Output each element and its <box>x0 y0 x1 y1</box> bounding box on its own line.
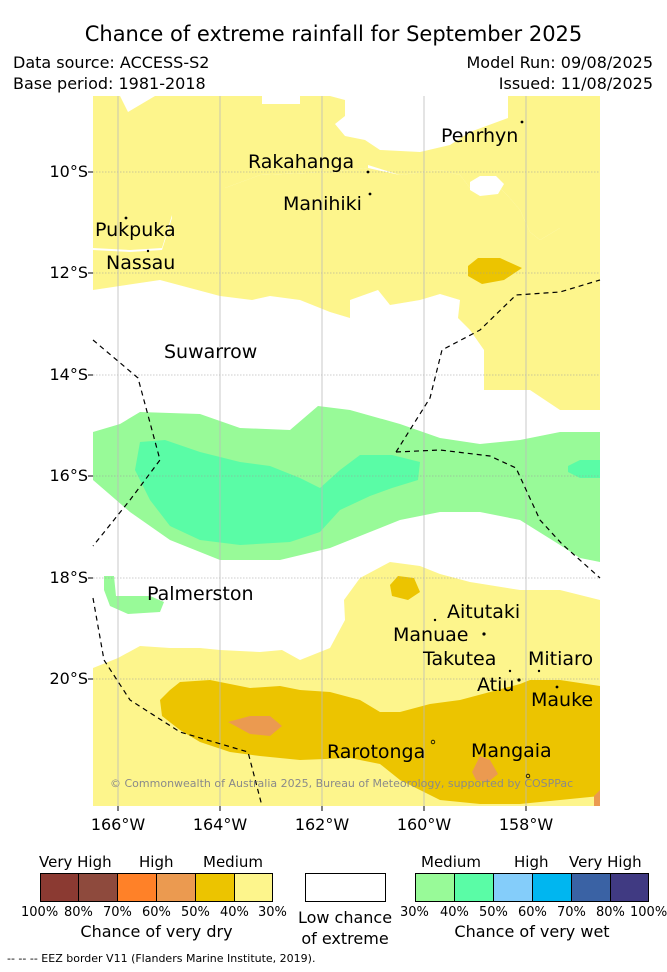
map-title: Chance of extreme rainfall for September… <box>84 22 583 46</box>
dry-high-patch-3 <box>594 790 600 806</box>
legend-wet-swatch-1 <box>415 873 455 902</box>
wet-region-east <box>568 460 600 478</box>
wet-region-core <box>135 440 420 545</box>
legend-dry-pct-60: 60% <box>142 905 171 920</box>
legend-dry-pct-50: 50% <box>181 905 210 920</box>
place-label-rarotonga: Rarotonga <box>327 741 426 763</box>
legend-dry-swatch-5 <box>195 873 235 902</box>
legend-wet-swatch-6 <box>610 873 649 902</box>
legend-wet-swatch-5 <box>571 873 611 902</box>
lon-label-166w: 166°W <box>90 815 146 834</box>
place-label-penrhyn: Penrhyn <box>441 125 519 147</box>
legend-wet-swatch-3 <box>493 873 533 902</box>
legend-wet-high: High <box>514 853 549 871</box>
legend-wet-swatch-2 <box>454 873 494 902</box>
legend-dry-swatch-2 <box>78 873 118 902</box>
place-label-mitiaro: Mitiaro <box>528 648 594 670</box>
place-label-suwarrow: Suwarrow <box>164 341 258 363</box>
place-label-mangaia: Mangaia <box>471 740 552 762</box>
place-label-manuae: Manuae <box>393 624 469 646</box>
data-source: Data source: ACCESS-S2 <box>13 53 210 72</box>
lat-label-18s: 18°S <box>49 568 88 587</box>
legend-low-caption-line1: Low chance <box>297 908 393 927</box>
dry-high-patch-1 <box>228 716 282 736</box>
white-hole-2 <box>420 294 460 320</box>
eez-border-note: -- -- -- EEZ border V11 (Flanders Marine… <box>7 952 316 965</box>
lon-label-162w: 162°W <box>294 815 350 834</box>
legend-wet-very-high: Very High <box>569 853 642 871</box>
legend-wet-pct-80: 80% <box>596 905 625 920</box>
legend-dry-medium: Medium <box>203 853 263 871</box>
model-run: Model Run: 09/08/2025 <box>466 53 654 72</box>
place-label-palmerston: Palmerston <box>147 583 254 605</box>
place-label-mauke: Mauke <box>531 689 594 711</box>
dry-high-patch-2 <box>472 756 498 782</box>
axis-ticks <box>88 171 527 811</box>
base-period: Base period: 1981-2018 <box>13 74 206 93</box>
legend-dry-high: High <box>139 853 174 871</box>
legend-wet-pct-100: 100% <box>630 905 667 920</box>
legend-dry-pct-100: 100% <box>21 905 59 920</box>
legend-dry-caption: Chance of very dry <box>80 922 233 941</box>
issued-date: Issued: 11/08/2025 <box>498 74 653 93</box>
legend-wet-medium: Medium <box>421 853 481 871</box>
lon-label-164w: 164°W <box>192 815 248 834</box>
legend-dry-pct-30: 30% <box>258 905 287 920</box>
place-label-aitutaki: Aitutaki <box>447 601 521 623</box>
legend-wet-pct-40: 40% <box>440 905 469 920</box>
legend-dry-swatch-1 <box>40 873 79 902</box>
legend-wet-pct-30: 30% <box>400 905 429 920</box>
legend-wet-swatch-4 <box>532 873 572 902</box>
copyright-text: © Commonwealth of Australia 2025, Bureau… <box>110 777 574 790</box>
place-label-takutea: Takutea <box>423 648 497 670</box>
eez-border <box>92 279 601 807</box>
place-label-nassau: Nassau <box>106 252 176 274</box>
legend-low-swatch <box>305 873 386 902</box>
wet-region-palmerston <box>104 576 164 614</box>
lon-label-160w: 160°W <box>396 815 452 834</box>
lat-label-20s: 20°S <box>49 669 88 688</box>
lat-label-12s: 12°S <box>49 263 88 282</box>
legend-wet-pct-70: 70% <box>557 905 586 920</box>
legend-dry-pct-70: 70% <box>103 905 132 920</box>
legend-dry-very-high: Very High <box>39 853 112 871</box>
legend-dry-pct-80: 80% <box>64 905 93 920</box>
legend-dry-pct-40: 40% <box>220 905 249 920</box>
white-hole-1 <box>470 176 504 196</box>
legend-dry-swatch-6 <box>234 873 273 902</box>
lat-label-10s: 10°S <box>49 162 88 181</box>
legend-dry-swatch-4 <box>156 873 196 902</box>
place-label-rakahanga: Rakahanga <box>248 151 355 173</box>
legend-low-caption-line2: of extreme <box>301 929 389 948</box>
place-label-manihiki: Manihiki <box>283 193 362 215</box>
legend-wet-caption: Chance of very wet <box>454 922 610 941</box>
gridlines <box>93 171 600 680</box>
legend-dry-swatch-3 <box>117 873 157 902</box>
island-markers <box>124 120 559 779</box>
place-label-pukpuka: Pukpuka <box>95 219 176 241</box>
dry-patch-18s <box>390 576 420 600</box>
place-label-atiu: Atiu <box>477 674 515 696</box>
lat-label-16s: 16°S <box>49 466 88 485</box>
legend-wet-pct-50: 50% <box>479 905 508 920</box>
legend-wet-pct-60: 60% <box>518 905 547 920</box>
lon-label-158w: 158°W <box>498 815 554 834</box>
dry-patch-12s <box>468 258 522 284</box>
lat-label-14s: 14°S <box>49 365 88 384</box>
